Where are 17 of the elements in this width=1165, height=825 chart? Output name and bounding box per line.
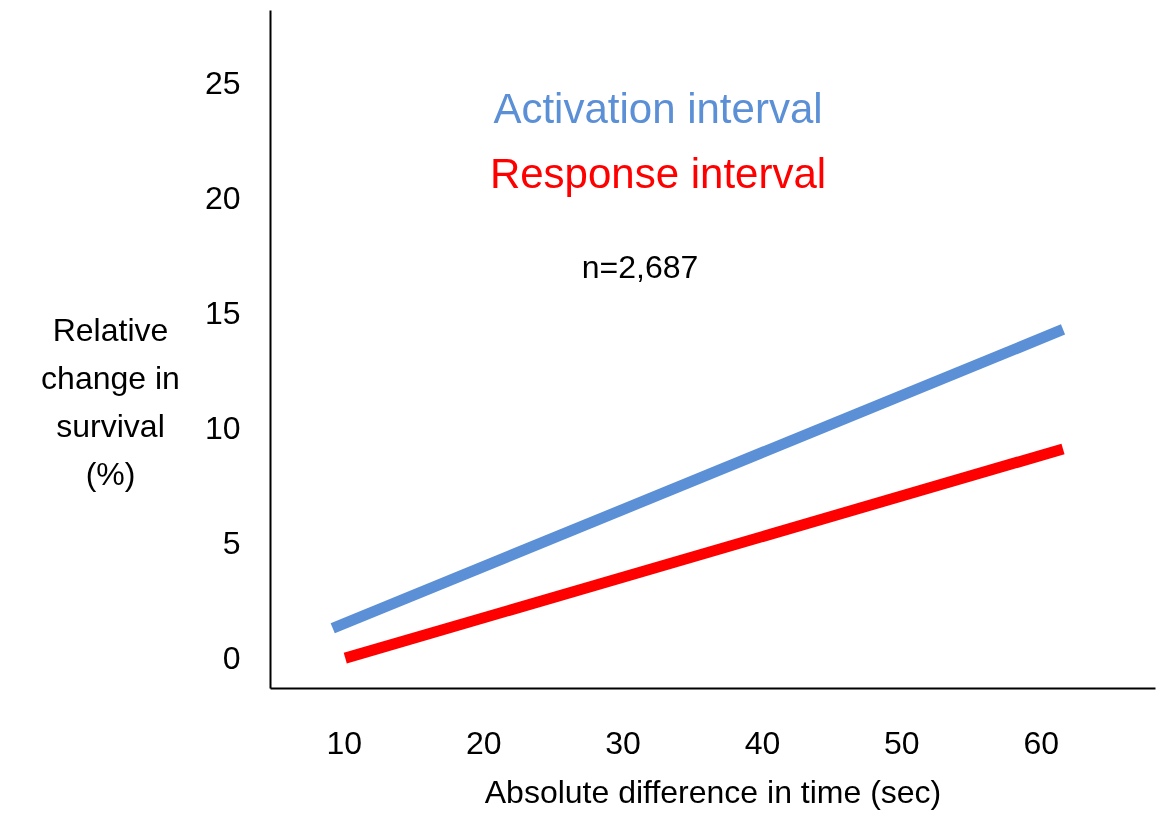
annotation: n=2,687 [581, 249, 699, 285]
y-tick-label: 20 [204, 179, 241, 216]
y-tick-label: 0 [222, 639, 241, 676]
x-tick-label: 30 [605, 724, 641, 761]
x-axis-title: Absolute difference in time (sec) [484, 773, 942, 810]
x-tick-label: 20 [465, 724, 502, 761]
y-tick-label: 25 [204, 65, 241, 102]
x-tick-label: 60 [1023, 724, 1060, 761]
x-tick-label: 50 [884, 724, 920, 761]
x-tick-label: 40 [744, 724, 781, 761]
y-tick-label: 10 [204, 409, 241, 446]
y-axis-title: Relative change in survival (%) [41, 311, 180, 492]
y-tick-label: 15 [204, 294, 241, 331]
text: Response interval [489, 150, 827, 197]
x-tick-label: 10 [326, 724, 363, 761]
y-tick-label: 5 [222, 524, 241, 561]
text: Activation interval [493, 85, 823, 132]
